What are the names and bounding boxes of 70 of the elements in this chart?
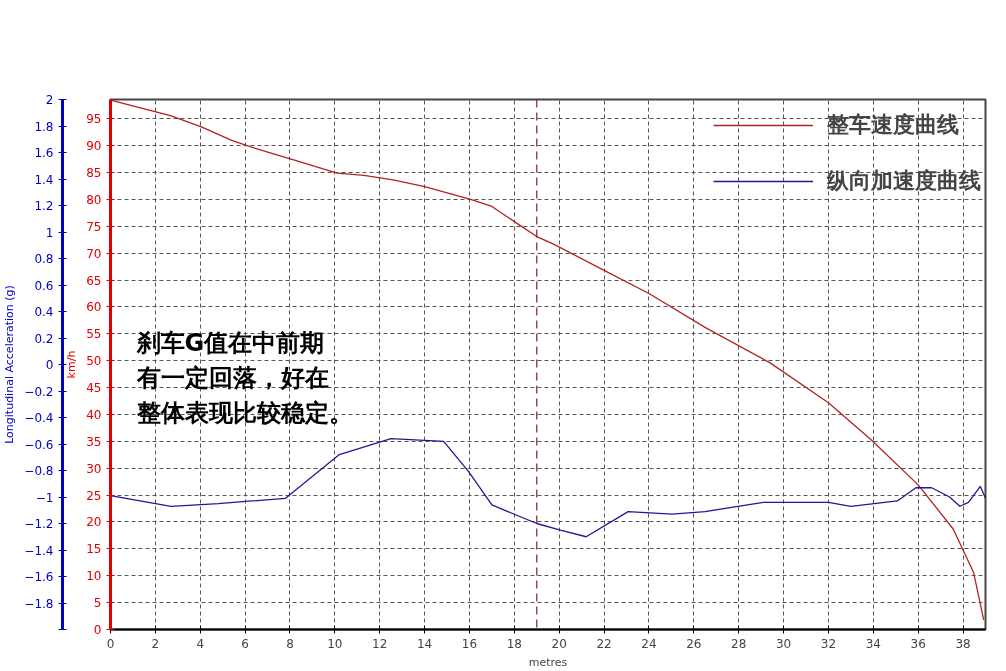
x-tick-label: 14 (416, 636, 433, 651)
y-tick-label: 85 (86, 166, 102, 181)
x-tick-label: 2 (151, 636, 160, 651)
y-tick-label: 20 (86, 515, 102, 530)
y-tick-label: 80 (86, 192, 102, 207)
y2-tick-label: 0.2 (34, 331, 54, 346)
y-tick-label: 0 (93, 623, 102, 637)
y-tick-label: 75 (86, 219, 102, 234)
legend-label: 整车速度曲线 (827, 111, 959, 139)
y2-tick-label: −1 (35, 490, 54, 505)
x-tick-label: 8 (286, 636, 294, 651)
y2-tick-label: 1 (45, 225, 54, 240)
y2-tick-label: 0 (45, 358, 54, 372)
y-tick-label: 95 (86, 112, 102, 127)
y2-tick-label: −0.2 (24, 384, 54, 399)
x-tick-label: 10 (327, 636, 343, 651)
y-tick-label: 25 (86, 488, 102, 503)
y2-tick-label: 1.4 (34, 172, 54, 187)
y2-tick-label: 1.6 (34, 146, 54, 160)
y2-tick-label: −0.8 (24, 464, 54, 478)
legend-label: 纵向加速度曲线 (827, 167, 981, 195)
x-tick-label: 28 (731, 636, 747, 651)
y-tick-label: 35 (86, 434, 102, 449)
y-tick-label: 30 (86, 461, 102, 476)
line-series (110, 438, 986, 538)
x-tick-label: 18 (506, 636, 522, 651)
y2-tick-label: 1.8 (34, 119, 54, 134)
y-tick-label: 10 (86, 569, 102, 584)
y-tick-label: 50 (86, 354, 102, 369)
annotation: 刹车G值在中前期 (135, 328, 325, 357)
x-tick-label: 0 (106, 636, 115, 651)
y2-tick-label: 0.8 (34, 252, 54, 266)
y2-tick-label: 0.6 (34, 278, 54, 293)
x-tick-label: 12 (372, 636, 388, 651)
y-tick-label: 40 (86, 407, 102, 422)
y2-tick-label: −0.4 (24, 411, 54, 425)
x-tick-label: 32 (820, 636, 837, 651)
y-tick-label: 70 (86, 246, 102, 261)
x-tick-label: 34 (865, 636, 881, 651)
annotation: 有一定回落，好在 (135, 363, 329, 392)
y-tick-label: 5 (93, 596, 102, 611)
x-tick-label: 4 (196, 636, 205, 651)
x-tick-label: 26 (686, 636, 702, 651)
y-tick-label: 55 (86, 327, 102, 342)
y2-tick-label: −1.8 (24, 596, 54, 611)
y-tick-label: 90 (86, 139, 102, 154)
x-tick-label: 20 (551, 636, 567, 651)
x-tick-label: 30 (775, 636, 792, 651)
y2-tick-label: −1.6 (24, 570, 54, 584)
y2-axis-title: Longitudinal Acceleration (g) (3, 285, 17, 444)
x-axis-title: metres (528, 655, 568, 669)
y-tick-label: 15 (86, 542, 102, 557)
annotation: 整体表现比较稳定。 (135, 398, 353, 427)
y2-tick-label: 1.2 (34, 199, 54, 213)
x-tick-label: 22 (596, 636, 612, 651)
y2-tick-label: −0.6 (24, 437, 54, 452)
x-tick-label: 6 (241, 636, 249, 651)
y-axis-title: km/h (65, 350, 79, 379)
y2-tick-label: −1.4 (24, 543, 54, 558)
y2-tick-label: 0.4 (34, 305, 54, 319)
y-tick-label: 65 (86, 273, 102, 288)
y-tick-label: 45 (86, 381, 102, 396)
x-tick-label: 24 (641, 636, 657, 651)
x-tick-label: 36 (910, 636, 926, 651)
x-tick-label: 38 (955, 636, 971, 651)
y2-tick-label: 2 (45, 93, 54, 107)
y-tick-label: 60 (86, 300, 102, 315)
y2-tick-label: −1.2 (24, 517, 54, 531)
x-tick-label: 16 (461, 636, 478, 651)
line-series (110, 99, 985, 621)
